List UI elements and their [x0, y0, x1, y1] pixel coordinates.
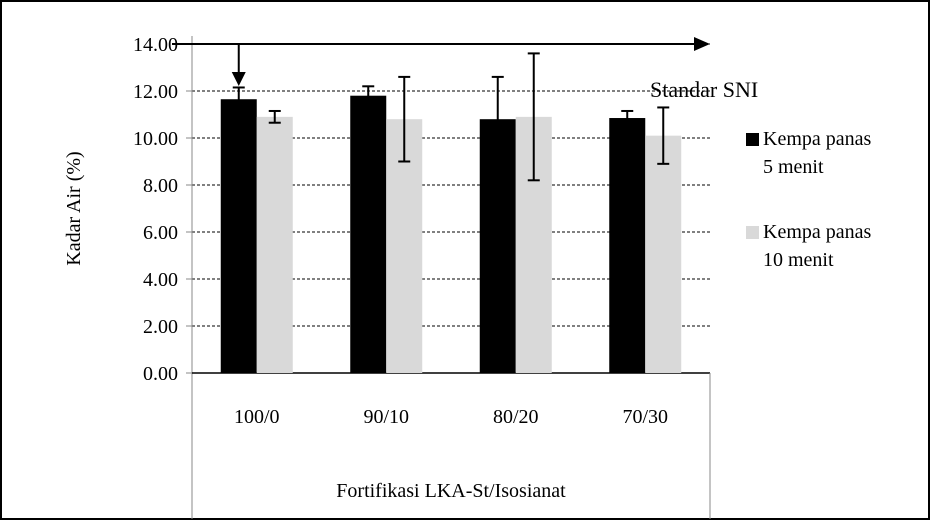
legend-label: 10 menit: [763, 249, 834, 271]
legend-label: Kempa panas: [763, 128, 872, 150]
x-tick-label: 70/30: [622, 406, 668, 428]
sni-down-arrowhead: [231, 72, 246, 86]
y-tick-label: 6.00: [143, 222, 178, 244]
legend: Kempa panas 5 menit Kempa panas 10 menit: [746, 128, 872, 271]
sni-label: Standar SNI: [650, 77, 758, 102]
x-axis-title: Fortifikasi LKA-St/Isosianat: [336, 480, 566, 502]
y-tick-label: 0.00: [143, 363, 178, 385]
tick-labels: 0.00 2.00 4.00 6.00 8.00 10.00 12.00 14.00 100/0…: [133, 34, 668, 428]
y-tick-label: 2.00: [143, 316, 178, 338]
bar: [645, 135, 682, 373]
y-axis-title: Kadar Air (%): [63, 151, 85, 265]
y-tick-label: 8.00: [143, 175, 178, 197]
x-tick-label: 100/0: [234, 406, 280, 428]
y-tick-label: 14.00: [133, 34, 178, 56]
bar: [350, 95, 387, 373]
y-tick-label: 10.00: [133, 128, 178, 150]
error-bars: [232, 52, 670, 182]
legend-swatch: [746, 226, 759, 239]
bar: [256, 116, 293, 373]
sni-arrowhead-right: [694, 37, 710, 51]
legend-swatch: [746, 133, 759, 146]
legend-label: 5 menit: [763, 156, 824, 178]
y-tick-label: 4.00: [143, 269, 178, 291]
sni-annotation: Standar SNI: [172, 37, 758, 102]
bar: [609, 118, 646, 374]
x-tick-label: 80/20: [493, 406, 539, 428]
bar: [220, 99, 257, 373]
x-tick-label: 90/10: [363, 406, 409, 428]
y-tick-label: 12.00: [133, 81, 178, 103]
legend-label: Kempa panas: [763, 221, 872, 243]
